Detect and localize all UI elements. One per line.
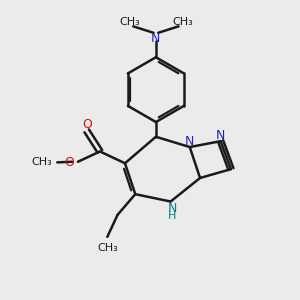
Text: CH₃: CH₃: [119, 17, 140, 27]
Text: O: O: [82, 118, 92, 131]
Text: N: N: [216, 129, 225, 142]
Text: N: N: [185, 135, 194, 148]
Text: CH₃: CH₃: [97, 243, 118, 253]
Text: N: N: [167, 202, 177, 214]
Text: H: H: [168, 211, 176, 221]
Text: CH₃: CH₃: [172, 17, 193, 27]
Text: N: N: [151, 32, 160, 45]
Text: CH₃: CH₃: [32, 158, 52, 167]
Text: O: O: [64, 156, 74, 169]
